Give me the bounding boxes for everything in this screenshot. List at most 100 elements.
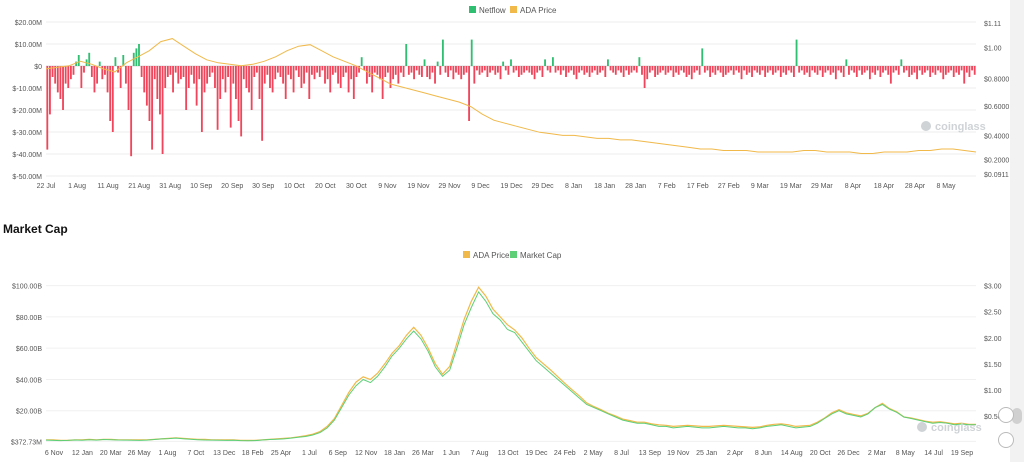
netflow-bar — [384, 66, 387, 77]
netflow-bar — [489, 66, 491, 73]
chart2-legend[interactable]: ADA Price Market Cap — [463, 251, 562, 260]
x-tick-label: 19 Nov — [407, 183, 430, 190]
netflow-bar — [276, 66, 279, 73]
netflow-bar — [83, 66, 85, 73]
netflow-bar — [942, 66, 945, 80]
netflow-bar — [347, 66, 350, 93]
x-tick-label: 26 Mar — [412, 450, 434, 457]
netflow-bar — [392, 66, 395, 80]
netflow-bar — [329, 66, 332, 93]
y-left-tick-label: $0 — [34, 64, 42, 71]
netflow-bar — [124, 66, 127, 84]
netflow-bar — [331, 66, 334, 75]
netflow-bar — [848, 66, 850, 75]
netflow-bar — [258, 66, 261, 99]
netflow-bar — [730, 66, 732, 71]
netflow-bar — [211, 66, 214, 73]
y-left-tick-label: $-10.00M — [12, 86, 42, 93]
netflow-bar — [866, 66, 869, 71]
y-right-tick-label: $2.00 — [984, 336, 1002, 343]
netflow-bar — [549, 66, 552, 73]
netflow-bar — [368, 66, 371, 77]
netflow-bar — [46, 66, 49, 150]
x-tick-label: 2 May — [584, 450, 604, 457]
netflow-bar — [567, 66, 570, 73]
page-scrollbar[interactable] — [1010, 0, 1024, 462]
netflow-bar — [470, 39, 473, 66]
chart1-legend[interactable]: Netflow ADA Price — [469, 6, 557, 15]
x-tick-label: 19 Mar — [780, 183, 802, 190]
x-tick-label: 12 Jan — [72, 450, 93, 457]
netflow-bar — [722, 66, 725, 77]
y-right-tick-label: $0.2000 — [984, 157, 1009, 164]
y-right-tick-label: $0.8000 — [984, 77, 1009, 84]
price-legend-label: ADA Price — [520, 6, 557, 15]
scroll-up-button[interactable] — [998, 407, 1014, 423]
scroll-thumb[interactable] — [1012, 408, 1022, 424]
netflow-bar — [405, 44, 408, 66]
netflow-bar — [800, 66, 803, 71]
netflow-bar — [706, 66, 709, 71]
netflow-bar — [274, 66, 277, 80]
netflow-bar — [656, 66, 659, 75]
chart2-left-axis: $100.00B $80.00B $60.00B $40.00B $20.00B $372… — [11, 284, 42, 447]
netflow-bar — [465, 66, 468, 73]
netflow-bar — [633, 66, 636, 71]
netflow-bar — [664, 66, 667, 75]
netflow-bar — [96, 66, 99, 84]
netflow-bar — [753, 66, 756, 71]
netflow-bar — [811, 66, 814, 71]
x-tick-label: 26 May — [128, 450, 151, 457]
netflow-bar — [460, 66, 463, 80]
netflow-bar — [648, 66, 651, 73]
netflow-bar — [724, 66, 727, 75]
netflow-bar — [950, 66, 953, 71]
netflow-bar — [913, 66, 916, 73]
ada-price-line — [45, 38, 977, 154]
netflow-bar — [651, 66, 654, 71]
x-tick-label: 20 Sep — [221, 183, 243, 190]
netflow-bar — [263, 66, 266, 84]
netflow-bar — [316, 66, 319, 73]
netflow-bar — [916, 66, 918, 80]
x-tick-label: 7 Oct — [188, 450, 205, 457]
market-cap-legend-label: Market Cap — [520, 251, 562, 260]
netflow-bar — [397, 66, 400, 84]
x-tick-label: 18 Feb — [242, 450, 264, 457]
scroll-down-button[interactable] — [998, 432, 1014, 448]
netflow-bar — [494, 66, 497, 75]
x-tick-label: 19 Dec — [525, 450, 548, 457]
x-tick-label: 22 Jul — [37, 183, 56, 190]
netflow-bar — [101, 66, 104, 80]
netflow-bar — [884, 66, 887, 71]
netflow-bar — [787, 66, 790, 71]
y-left-tick-label: $10.00M — [15, 42, 42, 49]
netflow-bar — [735, 66, 738, 71]
y-right-tick-label: $0.50 — [984, 414, 1002, 421]
netflow-bar — [861, 66, 863, 75]
netflow-bar — [607, 59, 609, 66]
netflow-bar — [895, 66, 898, 71]
netflow-bar — [402, 66, 405, 77]
netflow-bar — [373, 66, 376, 73]
netflow-bar — [944, 66, 947, 75]
netflow-bar — [159, 66, 161, 115]
netflow-bar — [426, 66, 429, 77]
x-tick-label: 29 Nov — [438, 183, 461, 190]
y-right-tick-label: $0.4000 — [984, 134, 1009, 141]
netflow-bar — [541, 66, 544, 77]
netflow-bar — [675, 66, 677, 73]
netflow-bar — [874, 66, 877, 75]
netflow-bar — [803, 66, 806, 75]
netflow-bar — [557, 66, 560, 71]
chart2-gridlines — [46, 285, 976, 442]
netflow-bar — [476, 66, 478, 71]
netflow-bar — [313, 66, 316, 80]
netflow-bar — [641, 66, 643, 75]
y-left-tick-label: $20.00B — [16, 409, 42, 416]
x-tick-label: 14 Aug — [781, 450, 803, 457]
y-left-tick-label: $-50.00M — [12, 174, 42, 181]
x-tick-label: 8 May — [896, 450, 916, 457]
netflow-bar — [855, 66, 858, 77]
netflow-bar — [371, 66, 374, 93]
